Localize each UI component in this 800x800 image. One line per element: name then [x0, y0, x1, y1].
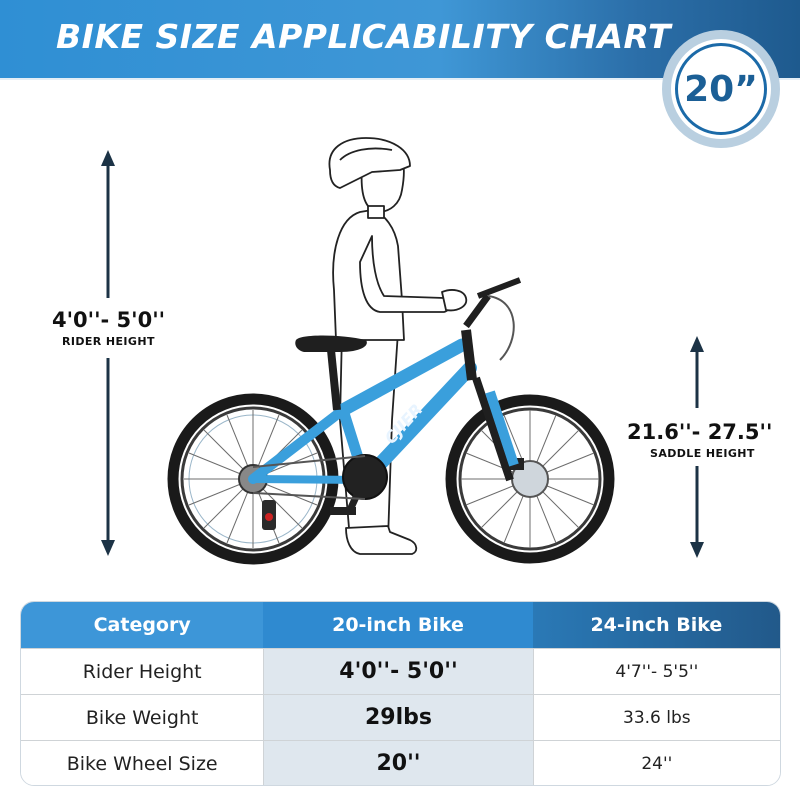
- row-label-rider-height: Rider Height: [21, 649, 264, 694]
- bicycle-icon: CJIER: [167, 277, 615, 565]
- rider-height-value: 4'0''- 5'0'': [52, 308, 166, 332]
- saddle-height-label: SADDLE HEIGHT: [650, 447, 755, 460]
- rider-height-20: 4'0''- 5'0'': [263, 649, 533, 694]
- header-20-inch: 20-inch Bike: [263, 602, 533, 648]
- header-banner: BIKE SIZE APPLICABILITY CHART: [0, 0, 800, 78]
- table-header-row: Category 20-inch Bike 24-inch Bike: [21, 602, 780, 648]
- rider-height-24: 4'7''- 5'5'': [532, 649, 780, 694]
- table-row: Bike Wheel Size 20'' 24'': [21, 740, 780, 785]
- rider-height-arrow-icon: [101, 150, 115, 556]
- header-category: Category: [21, 602, 264, 648]
- wheel-size-20: 20'': [263, 741, 533, 785]
- row-label-bike-weight: Bike Weight: [21, 695, 264, 740]
- header-24-inch: 24-inch Bike: [532, 602, 780, 648]
- spec-table: Category 20-inch Bike 24-inch Bike Rider…: [20, 601, 781, 786]
- table-row: Bike Weight 29lbs 33.6 lbs: [21, 694, 780, 740]
- wheel-size-24: 24'': [532, 741, 780, 785]
- chart-title: BIKE SIZE APPLICABILITY CHART: [56, 17, 671, 56]
- size-badge-ring: 20”: [675, 43, 767, 135]
- table-row: Rider Height 4'0''- 5'0'' 4'7''- 5'5'': [21, 648, 780, 694]
- bike-weight-24: 33.6 lbs: [532, 695, 780, 740]
- size-badge-label: 20”: [684, 68, 758, 110]
- rider-height-label: RIDER HEIGHT: [62, 335, 155, 348]
- rider-outline-icon: [328, 137, 468, 555]
- svg-text:CJIER: CJIER: [381, 400, 427, 448]
- size-badge: 20”: [662, 30, 780, 148]
- bike-weight-20: 29lbs: [263, 695, 533, 740]
- row-label-wheel-size: Bike Wheel Size: [21, 741, 264, 785]
- banner-divider: [0, 78, 800, 80]
- saddle-height-value: 21.6''- 27.5'': [627, 420, 773, 444]
